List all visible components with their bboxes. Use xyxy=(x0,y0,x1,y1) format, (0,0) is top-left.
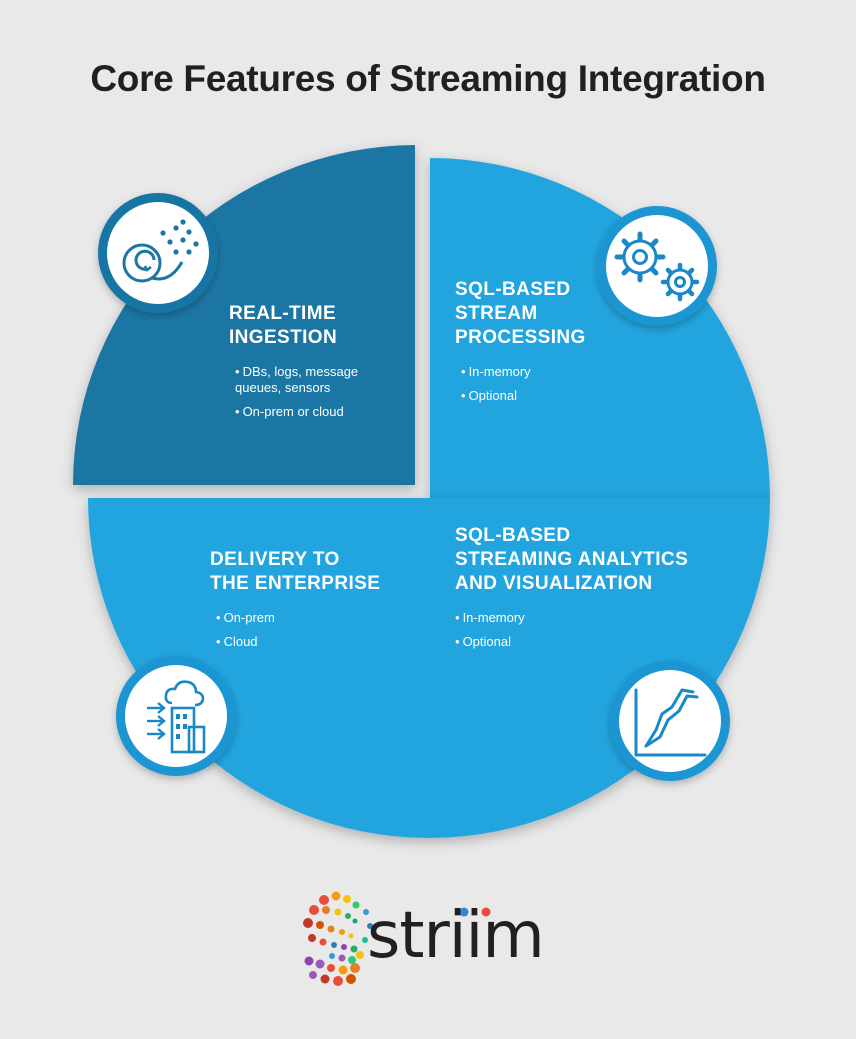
logo-dot xyxy=(350,945,358,953)
bullet-item: On-prem xyxy=(216,610,380,626)
logo-dot xyxy=(327,925,335,933)
bullet-list: On-prem Cloud xyxy=(216,610,380,650)
quadrant-title: REAL-TIME INGESTION xyxy=(229,303,338,348)
logo-dot xyxy=(331,942,337,948)
logo-dot xyxy=(333,976,343,986)
quadrant-title: DELIVERY TO THE ENTERPRISE xyxy=(210,549,381,594)
bullet-item: In-memory xyxy=(461,364,586,380)
logo-dot xyxy=(352,918,358,924)
cloud-building-icon xyxy=(147,680,206,754)
bullet-item: Cloud xyxy=(216,634,380,650)
logo-dot xyxy=(322,906,330,914)
logo-dot xyxy=(316,921,324,929)
logo-dot xyxy=(341,944,347,950)
logo-dot xyxy=(309,971,317,979)
logo-dot xyxy=(315,959,325,969)
logo-dot xyxy=(308,934,316,942)
quadrant-top-right xyxy=(430,158,770,498)
logo-dot xyxy=(329,953,335,959)
quadrant-bottom xyxy=(88,498,770,838)
logo-dot xyxy=(334,908,342,916)
page-title: Core Features of Streaming Integration xyxy=(90,58,766,99)
logo-dot xyxy=(331,891,341,901)
logo-i-dot xyxy=(481,907,491,917)
logo-dot xyxy=(362,937,368,943)
striim-logo-mark xyxy=(303,891,491,986)
logo-dot xyxy=(363,909,369,915)
bullet-list: DBs, logs, message queues, sensors On-pr… xyxy=(235,364,358,420)
striim-logo-text: striim xyxy=(367,899,545,973)
bullet-list: In-memory Optional xyxy=(455,610,688,650)
logo-dot xyxy=(338,954,346,962)
icon-circle-bottom-right xyxy=(610,661,730,781)
bullet-item: Optional xyxy=(455,634,688,650)
quadrant-streaming-analytics: SQL-BASED STREAMING ANALYTICS AND VISUAL… xyxy=(455,524,688,658)
logo-dot xyxy=(339,929,345,935)
bullet-item: On-prem or cloud xyxy=(235,404,358,420)
logo-dot xyxy=(346,974,356,984)
logo-dot xyxy=(345,913,351,919)
quadrant-title: SQL-BASED STREAM PROCESSING xyxy=(455,279,586,348)
logo-dot xyxy=(350,963,360,973)
logo-dot xyxy=(304,956,314,966)
logo-dot xyxy=(352,901,360,909)
quadrant-sql-stream-processing: SQL-BASED STREAM PROCESSING In-memory Op… xyxy=(455,278,586,412)
line-chart-icon xyxy=(634,688,707,757)
logo-dot xyxy=(319,895,329,905)
quadrant-delivery-to-enterprise: DELIVERY TO THE ENTERPRISE On-prem Cloud xyxy=(210,548,380,658)
logo-dot xyxy=(309,905,319,915)
logo-dot xyxy=(319,938,327,946)
logo-dot xyxy=(327,964,335,972)
logo-dot xyxy=(356,951,364,959)
logo-dot xyxy=(348,933,354,939)
quadrant-title: SQL-BASED STREAMING ANALYTICS AND VISUAL… xyxy=(455,525,689,594)
logo-dot xyxy=(367,923,373,929)
ingestion-icon xyxy=(122,219,199,283)
gears-icon xyxy=(614,231,700,302)
bullet-item: Optional xyxy=(461,388,586,404)
bullet-list: In-memory Optional xyxy=(461,364,586,404)
logo-i-dot xyxy=(459,907,469,917)
logo-dot xyxy=(348,956,356,964)
quadrant-real-time-ingestion: REAL-TIME INGESTION DBs, logs, message q… xyxy=(229,302,358,428)
icon-circle-top-right xyxy=(597,206,717,326)
bullet-item: In-memory xyxy=(455,610,688,626)
logo-dot xyxy=(343,895,351,903)
logo-dot xyxy=(320,974,330,984)
quadrant-top-left xyxy=(73,145,415,485)
logo-dot xyxy=(303,918,313,928)
bullet-item: DBs, logs, message queues, sensors xyxy=(235,364,358,396)
logo-dot xyxy=(338,965,348,975)
